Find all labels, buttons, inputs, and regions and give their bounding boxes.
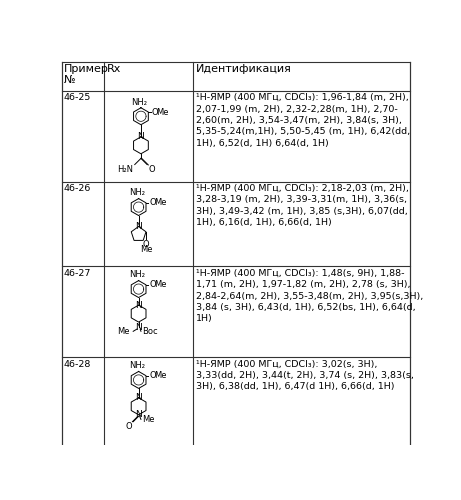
Text: Me: Me <box>142 415 154 424</box>
Text: 46-27: 46-27 <box>64 268 91 278</box>
Text: ¹Н-ЯМР (400 МГц, CDCl₃): 1,96-1,84 (m, 2H),
2,07-1,99 (m, 2H), 2,32-2,28(m, 1H),: ¹Н-ЯМР (400 МГц, CDCl₃): 1,96-1,84 (m, 2… <box>195 93 410 148</box>
Text: ¹Н-ЯМР (400 МГц, CDCl₃): 3,02(s, 3H),
3,33(dd, 2H), 3,44(t, 2H), 3,74 (s, 2H), 3: ¹Н-ЯМР (400 МГц, CDCl₃): 3,02(s, 3H), 3,… <box>195 360 414 392</box>
Text: 46-25: 46-25 <box>64 93 91 102</box>
Text: N: N <box>135 323 142 332</box>
Text: 46-26: 46-26 <box>64 184 91 193</box>
Text: H₂N: H₂N <box>117 166 133 174</box>
Text: Me: Me <box>154 371 166 380</box>
Text: ¹Н-ЯМР (400 МГц, CDCl₃): 2,18-2,03 (m, 2H),
3,28-3,19 (m, 2H), 3,39-3,31(m, 1H),: ¹Н-ЯМР (400 МГц, CDCl₃): 2,18-2,03 (m, 2… <box>195 184 408 228</box>
Text: Boc: Boc <box>142 327 157 336</box>
Text: Me: Me <box>154 198 166 207</box>
Text: ¹Н-ЯМР (400 МГц, CDCl₃): 1,48(s, 9H), 1,88-
1,71 (m, 2H), 1,97-1,82 (m, 2H), 2,7: ¹Н-ЯМР (400 МГц, CDCl₃): 1,48(s, 9H), 1,… <box>195 268 423 324</box>
Text: 46-28: 46-28 <box>64 360 91 368</box>
Text: O: O <box>149 280 156 289</box>
Text: Me: Me <box>156 108 169 116</box>
Text: NH₂: NH₂ <box>129 362 145 370</box>
Text: Me: Me <box>117 327 130 336</box>
Text: O: O <box>149 198 156 207</box>
Text: O: O <box>142 240 149 250</box>
Text: N: N <box>135 222 142 231</box>
Text: O: O <box>149 166 155 174</box>
Text: N: N <box>137 132 144 141</box>
Text: NH₂: NH₂ <box>131 98 148 106</box>
Text: N: N <box>135 300 142 310</box>
Text: Me: Me <box>154 280 166 289</box>
Text: NH₂: NH₂ <box>129 270 145 280</box>
Text: Rx: Rx <box>106 64 121 74</box>
Text: N: N <box>135 410 142 420</box>
Text: O: O <box>151 108 158 116</box>
Text: O: O <box>149 371 156 380</box>
Text: Пример
№: Пример № <box>64 64 109 86</box>
Text: Идентификация: Идентификация <box>195 64 291 74</box>
Text: O: O <box>125 422 132 432</box>
Text: Me: Me <box>140 245 152 254</box>
Text: N: N <box>135 394 142 402</box>
Text: NH₂: NH₂ <box>129 188 145 198</box>
